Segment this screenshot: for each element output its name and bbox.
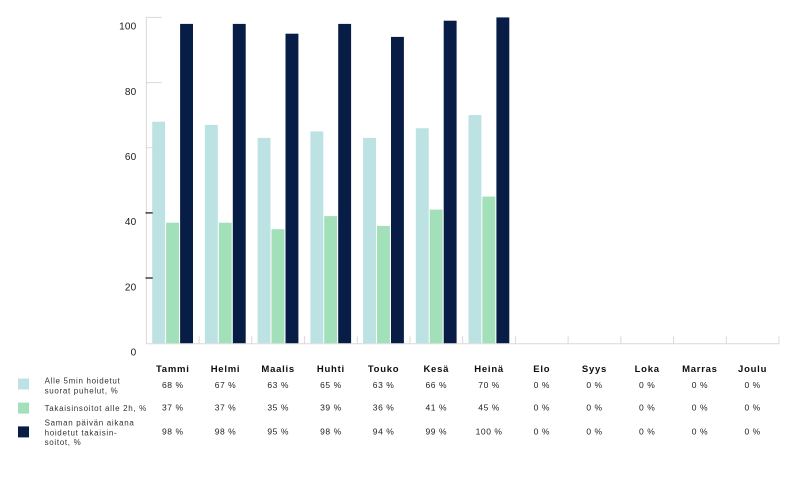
svg-text:0 %: 0 % bbox=[692, 380, 708, 390]
svg-text:soitot, %: soitot, % bbox=[45, 438, 82, 447]
svg-text:Kesä: Kesä bbox=[423, 364, 449, 375]
svg-text:0 %: 0 % bbox=[534, 380, 550, 390]
svg-text:0 %: 0 % bbox=[586, 380, 602, 390]
svg-text:Saman päivän aikana: Saman päivän aikana bbox=[45, 419, 135, 428]
svg-text:Takaisinsoitot alle 2h, %: Takaisinsoitot alle 2h, % bbox=[45, 404, 147, 413]
svg-text:0 %: 0 % bbox=[692, 426, 708, 436]
svg-text:63 %: 63 % bbox=[373, 380, 395, 390]
svg-text:35 %: 35 % bbox=[267, 403, 289, 413]
svg-text:39 %: 39 % bbox=[320, 403, 342, 413]
svg-text:70 %: 70 % bbox=[478, 380, 500, 390]
svg-text:0 %: 0 % bbox=[639, 380, 655, 390]
svg-text:100: 100 bbox=[119, 22, 137, 33]
svg-text:94 %: 94 % bbox=[373, 426, 395, 436]
svg-text:37 %: 37 % bbox=[215, 403, 237, 413]
svg-text:hoidetut takaisin-: hoidetut takaisin- bbox=[45, 428, 118, 437]
svg-text:0 %: 0 % bbox=[639, 426, 655, 436]
svg-text:0 %: 0 % bbox=[744, 403, 760, 413]
svg-text:0 %: 0 % bbox=[534, 426, 550, 436]
svg-text:0 %: 0 % bbox=[744, 426, 760, 436]
svg-text:66 %: 66 % bbox=[426, 380, 448, 390]
svg-text:68 %: 68 % bbox=[162, 380, 184, 390]
svg-text:0 %: 0 % bbox=[534, 403, 550, 413]
svg-text:0 %: 0 % bbox=[586, 403, 602, 413]
svg-text:Heinä: Heinä bbox=[474, 364, 504, 375]
svg-text:0: 0 bbox=[131, 348, 137, 359]
svg-text:41 %: 41 % bbox=[426, 403, 448, 413]
svg-text:95 %: 95 % bbox=[267, 426, 289, 436]
svg-text:Marras: Marras bbox=[682, 364, 718, 375]
svg-text:suorat puhelut, %: suorat puhelut, % bbox=[45, 387, 119, 396]
svg-text:0 %: 0 % bbox=[744, 380, 760, 390]
svg-text:67 %: 67 % bbox=[215, 380, 237, 390]
svg-text:60: 60 bbox=[125, 152, 137, 163]
svg-text:20: 20 bbox=[125, 282, 137, 293]
svg-text:Loka: Loka bbox=[635, 364, 660, 375]
svg-text:0 %: 0 % bbox=[639, 403, 655, 413]
svg-text:100 %: 100 % bbox=[476, 426, 503, 436]
svg-text:Touko: Touko bbox=[368, 364, 400, 375]
svg-text:36 %: 36 % bbox=[373, 403, 395, 413]
svg-text:Helmi: Helmi bbox=[211, 364, 241, 375]
svg-text:Elo: Elo bbox=[533, 364, 550, 375]
svg-text:98 %: 98 % bbox=[162, 426, 184, 436]
svg-text:Maalis: Maalis bbox=[261, 364, 295, 375]
svg-text:63 %: 63 % bbox=[267, 380, 289, 390]
svg-text:80: 80 bbox=[125, 87, 137, 98]
svg-text:Tammi: Tammi bbox=[156, 364, 190, 375]
svg-text:99 %: 99 % bbox=[426, 426, 448, 436]
svg-text:65 %: 65 % bbox=[320, 380, 342, 390]
svg-text:Huhti: Huhti bbox=[317, 364, 345, 375]
svg-text:98 %: 98 % bbox=[215, 426, 237, 436]
svg-text:98 %: 98 % bbox=[320, 426, 342, 436]
svg-text:37 %: 37 % bbox=[162, 403, 184, 413]
svg-text:Syys: Syys bbox=[582, 364, 607, 375]
svg-text:0 %: 0 % bbox=[692, 403, 708, 413]
svg-text:Alle 5min hoidetut: Alle 5min hoidetut bbox=[45, 377, 121, 386]
svg-text:40: 40 bbox=[125, 217, 137, 228]
svg-text:0 %: 0 % bbox=[586, 426, 602, 436]
svg-text:45 %: 45 % bbox=[478, 403, 500, 413]
svg-text:Joulu: Joulu bbox=[738, 364, 767, 375]
